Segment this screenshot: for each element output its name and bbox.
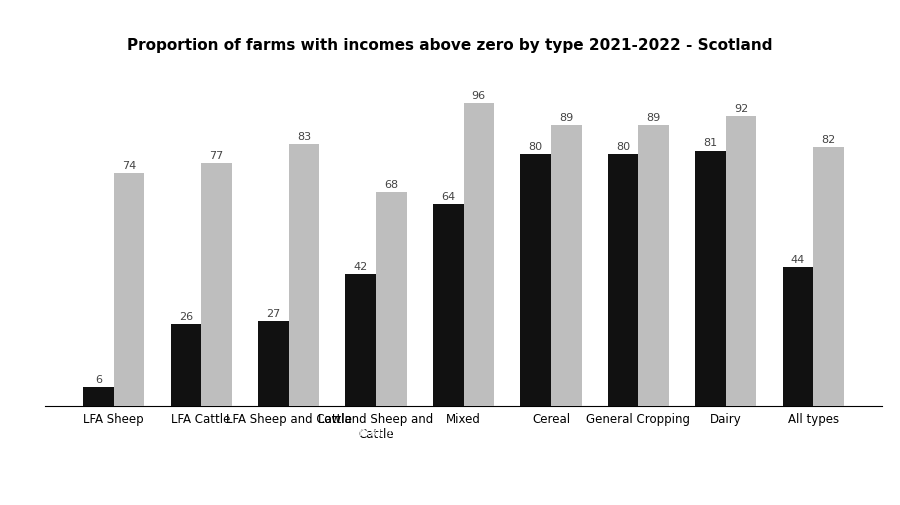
Bar (433, 205, 464, 407)
Text: 92: 92 (734, 104, 748, 114)
Text: 80: 80 (528, 141, 543, 152)
Text: 82: 82 (822, 135, 836, 145)
Bar (113, 173, 144, 407)
Text: 64: 64 (441, 192, 455, 202)
Text: 81: 81 (704, 138, 717, 148)
Bar (289, 145, 320, 407)
Text: usually upland regions with significant areas of peat. This illustrates the chal: usually upland regions with significant … (11, 452, 734, 465)
Text: 42: 42 (354, 261, 368, 271)
Bar (520, 155, 551, 407)
Text: 80: 80 (616, 141, 630, 152)
Bar (638, 126, 669, 407)
Text: 26: 26 (179, 312, 193, 322)
Text: 77: 77 (210, 151, 223, 161)
Bar (608, 155, 638, 407)
Bar (814, 148, 844, 407)
Text: 83: 83 (297, 132, 310, 142)
Bar (201, 164, 231, 407)
Text: Figure 2: Proportion of farms in Scotland 2021-2022 which had incomes above zero: Figure 2: Proportion of farms in Scotlan… (11, 426, 742, 439)
Bar (783, 268, 814, 407)
Bar (170, 325, 201, 407)
Bar (696, 152, 726, 407)
Bar (464, 104, 494, 407)
Bar (726, 117, 757, 407)
Text: 6: 6 (94, 375, 102, 384)
Text: 89: 89 (646, 113, 661, 123)
Bar (346, 274, 376, 407)
Bar (258, 322, 289, 407)
Text: 89: 89 (559, 113, 573, 123)
Text: 44: 44 (791, 255, 806, 265)
Text: marginal lands. (Source: Gov Scot): marginal lands. (Source: Gov Scot) (684, 480, 889, 493)
Text: 96: 96 (472, 91, 486, 101)
Text: 68: 68 (384, 179, 399, 189)
Text: 27: 27 (266, 309, 281, 318)
Bar (376, 192, 407, 407)
Text: Proportion of farms with incomes above zero by type 2021-2022 - Scotland: Proportion of farms with incomes above z… (127, 38, 773, 53)
Bar (83, 388, 113, 407)
Bar (551, 126, 581, 407)
Text: 74: 74 (122, 160, 136, 170)
